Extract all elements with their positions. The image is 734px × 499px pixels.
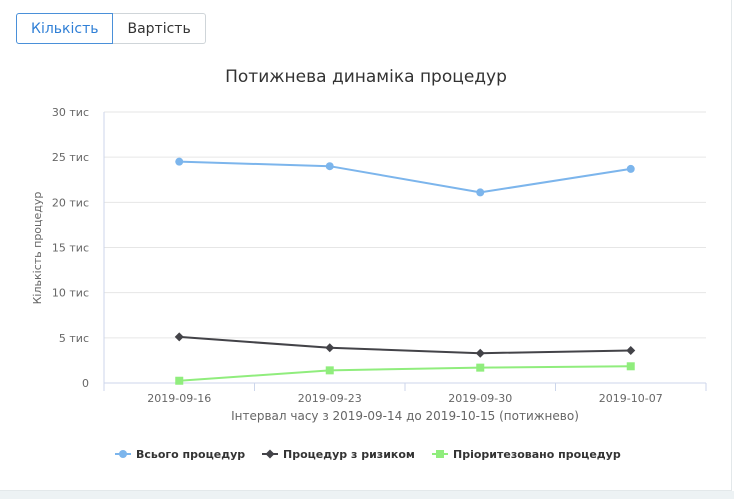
x-axis: 2019-09-16 2019-09-23 2019-09-30 2019-10-07 (103, 382, 707, 405)
y-tick-label: 10 тис (52, 287, 89, 300)
series-3 (175, 362, 635, 385)
x-axis-label: Інтервал часу з 2019-09-14 до 2019-10-15… (231, 409, 579, 423)
data-point-marker[interactable] (325, 343, 335, 353)
series-line[interactable] (178, 365, 632, 382)
series-layer (174, 157, 636, 385)
data-point-marker[interactable] (175, 157, 184, 166)
x-tick-label: 2019-09-16 (147, 392, 211, 405)
y-tick-label: 15 тис (52, 242, 89, 255)
legend-item[interactable]: Всього процедур (115, 448, 245, 461)
y-tick-label: 30 тис (52, 106, 89, 119)
legend-label: Пріоритезовано процедур (453, 448, 621, 461)
metric-tab-group: Кількість Вартість (16, 13, 206, 44)
data-point-marker[interactable] (325, 162, 334, 171)
series-line[interactable] (178, 335, 632, 355)
y-axis: 0 5 тис 10 тис 15 тис 20 тис 25 тис 30 тис (52, 106, 105, 390)
legend-marker[interactable] (436, 450, 444, 458)
page-bottom-strip (0, 491, 734, 499)
x-tick-label: 2019-09-23 (298, 392, 362, 405)
legend-item[interactable]: Процедур з ризиком (262, 448, 415, 461)
chart-title: Потижнева динаміка процедур (225, 67, 507, 87)
data-point-marker[interactable] (626, 345, 636, 355)
data-point-marker[interactable] (175, 376, 184, 385)
series-2 (174, 332, 636, 358)
y-axis-label: Кількість процедур (31, 192, 44, 305)
data-point-marker[interactable] (476, 363, 485, 372)
series-1 (175, 157, 635, 197)
legend-marker[interactable] (119, 450, 127, 458)
legend-label: Процедур з ризиком (283, 448, 415, 461)
x-tick-label: 2019-09-30 (448, 392, 512, 405)
data-point-marker[interactable] (626, 362, 635, 371)
y-tick-label: 0 (82, 377, 89, 390)
tab-value[interactable]: Вартість (113, 13, 206, 44)
y-tick-label: 25 тис (52, 151, 89, 164)
grid-lines (104, 111, 706, 384)
data-point-marker[interactable] (626, 164, 635, 173)
legend-item[interactable]: Пріоритезовано процедур (432, 448, 621, 461)
data-point-marker[interactable] (475, 348, 485, 358)
data-point-marker[interactable] (174, 332, 184, 342)
data-point-marker[interactable] (476, 188, 485, 197)
series-line[interactable] (178, 160, 632, 194)
x-tick-label: 2019-10-07 (599, 392, 663, 405)
legend: Всього процедур Процедур з ризиком Пріорит… (115, 448, 621, 461)
y-tick-label: 5 тис (59, 332, 89, 345)
tab-quantity[interactable]: Кількість (16, 13, 114, 44)
data-point-marker[interactable] (325, 366, 334, 375)
legend-marker[interactable] (265, 449, 275, 459)
y-tick-label: 20 тис (52, 196, 89, 209)
legend-label: Всього процедур (136, 448, 245, 461)
